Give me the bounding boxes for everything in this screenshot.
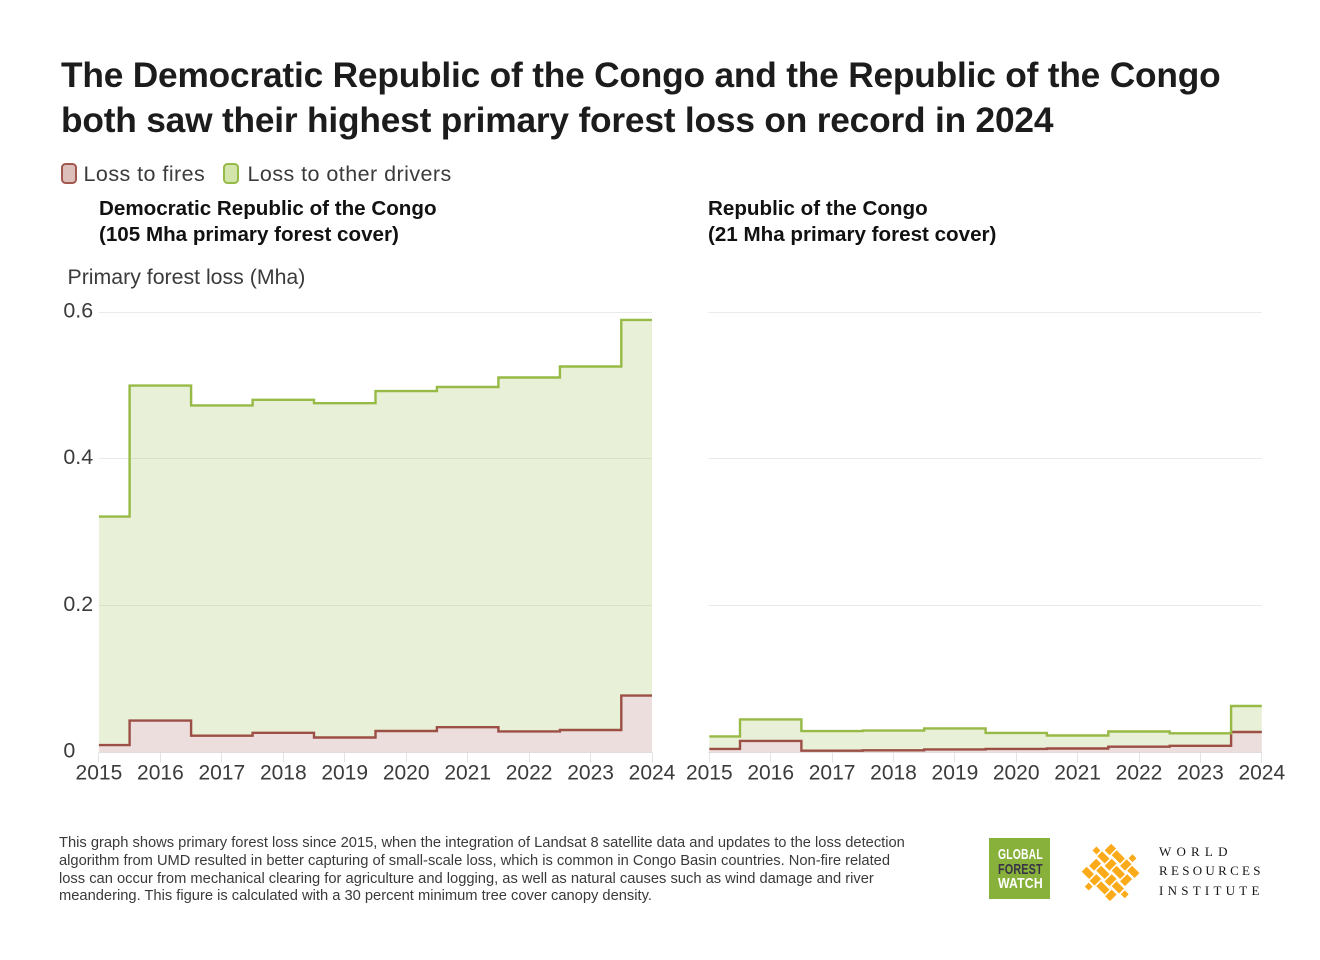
svg-text:2021: 2021 bbox=[1054, 762, 1101, 785]
svg-text:2015: 2015 bbox=[76, 762, 123, 785]
svg-text:0: 0 bbox=[63, 739, 75, 763]
svg-text:2023: 2023 bbox=[567, 762, 614, 785]
svg-text:2015: 2015 bbox=[686, 762, 733, 785]
svg-text:0.4: 0.4 bbox=[63, 445, 93, 469]
svg-text:2018: 2018 bbox=[870, 762, 917, 785]
svg-text:2020: 2020 bbox=[993, 762, 1040, 785]
svg-text:2023: 2023 bbox=[1177, 762, 1224, 785]
svg-text:2019: 2019 bbox=[932, 762, 979, 785]
svg-text:2017: 2017 bbox=[198, 762, 245, 785]
svg-text:2020: 2020 bbox=[383, 762, 430, 785]
svg-text:2021: 2021 bbox=[444, 762, 491, 785]
svg-text:2024: 2024 bbox=[629, 762, 676, 785]
svg-text:0.6: 0.6 bbox=[63, 298, 93, 322]
svg-text:0.2: 0.2 bbox=[63, 592, 93, 616]
svg-text:2017: 2017 bbox=[809, 762, 856, 785]
svg-text:2016: 2016 bbox=[747, 762, 794, 785]
svg-text:2022: 2022 bbox=[1116, 762, 1163, 785]
svg-text:2018: 2018 bbox=[260, 762, 307, 785]
svg-text:2024: 2024 bbox=[1238, 762, 1285, 785]
svg-text:2019: 2019 bbox=[321, 762, 368, 785]
svg-text:2022: 2022 bbox=[506, 762, 553, 785]
svg-text:2016: 2016 bbox=[137, 762, 184, 785]
